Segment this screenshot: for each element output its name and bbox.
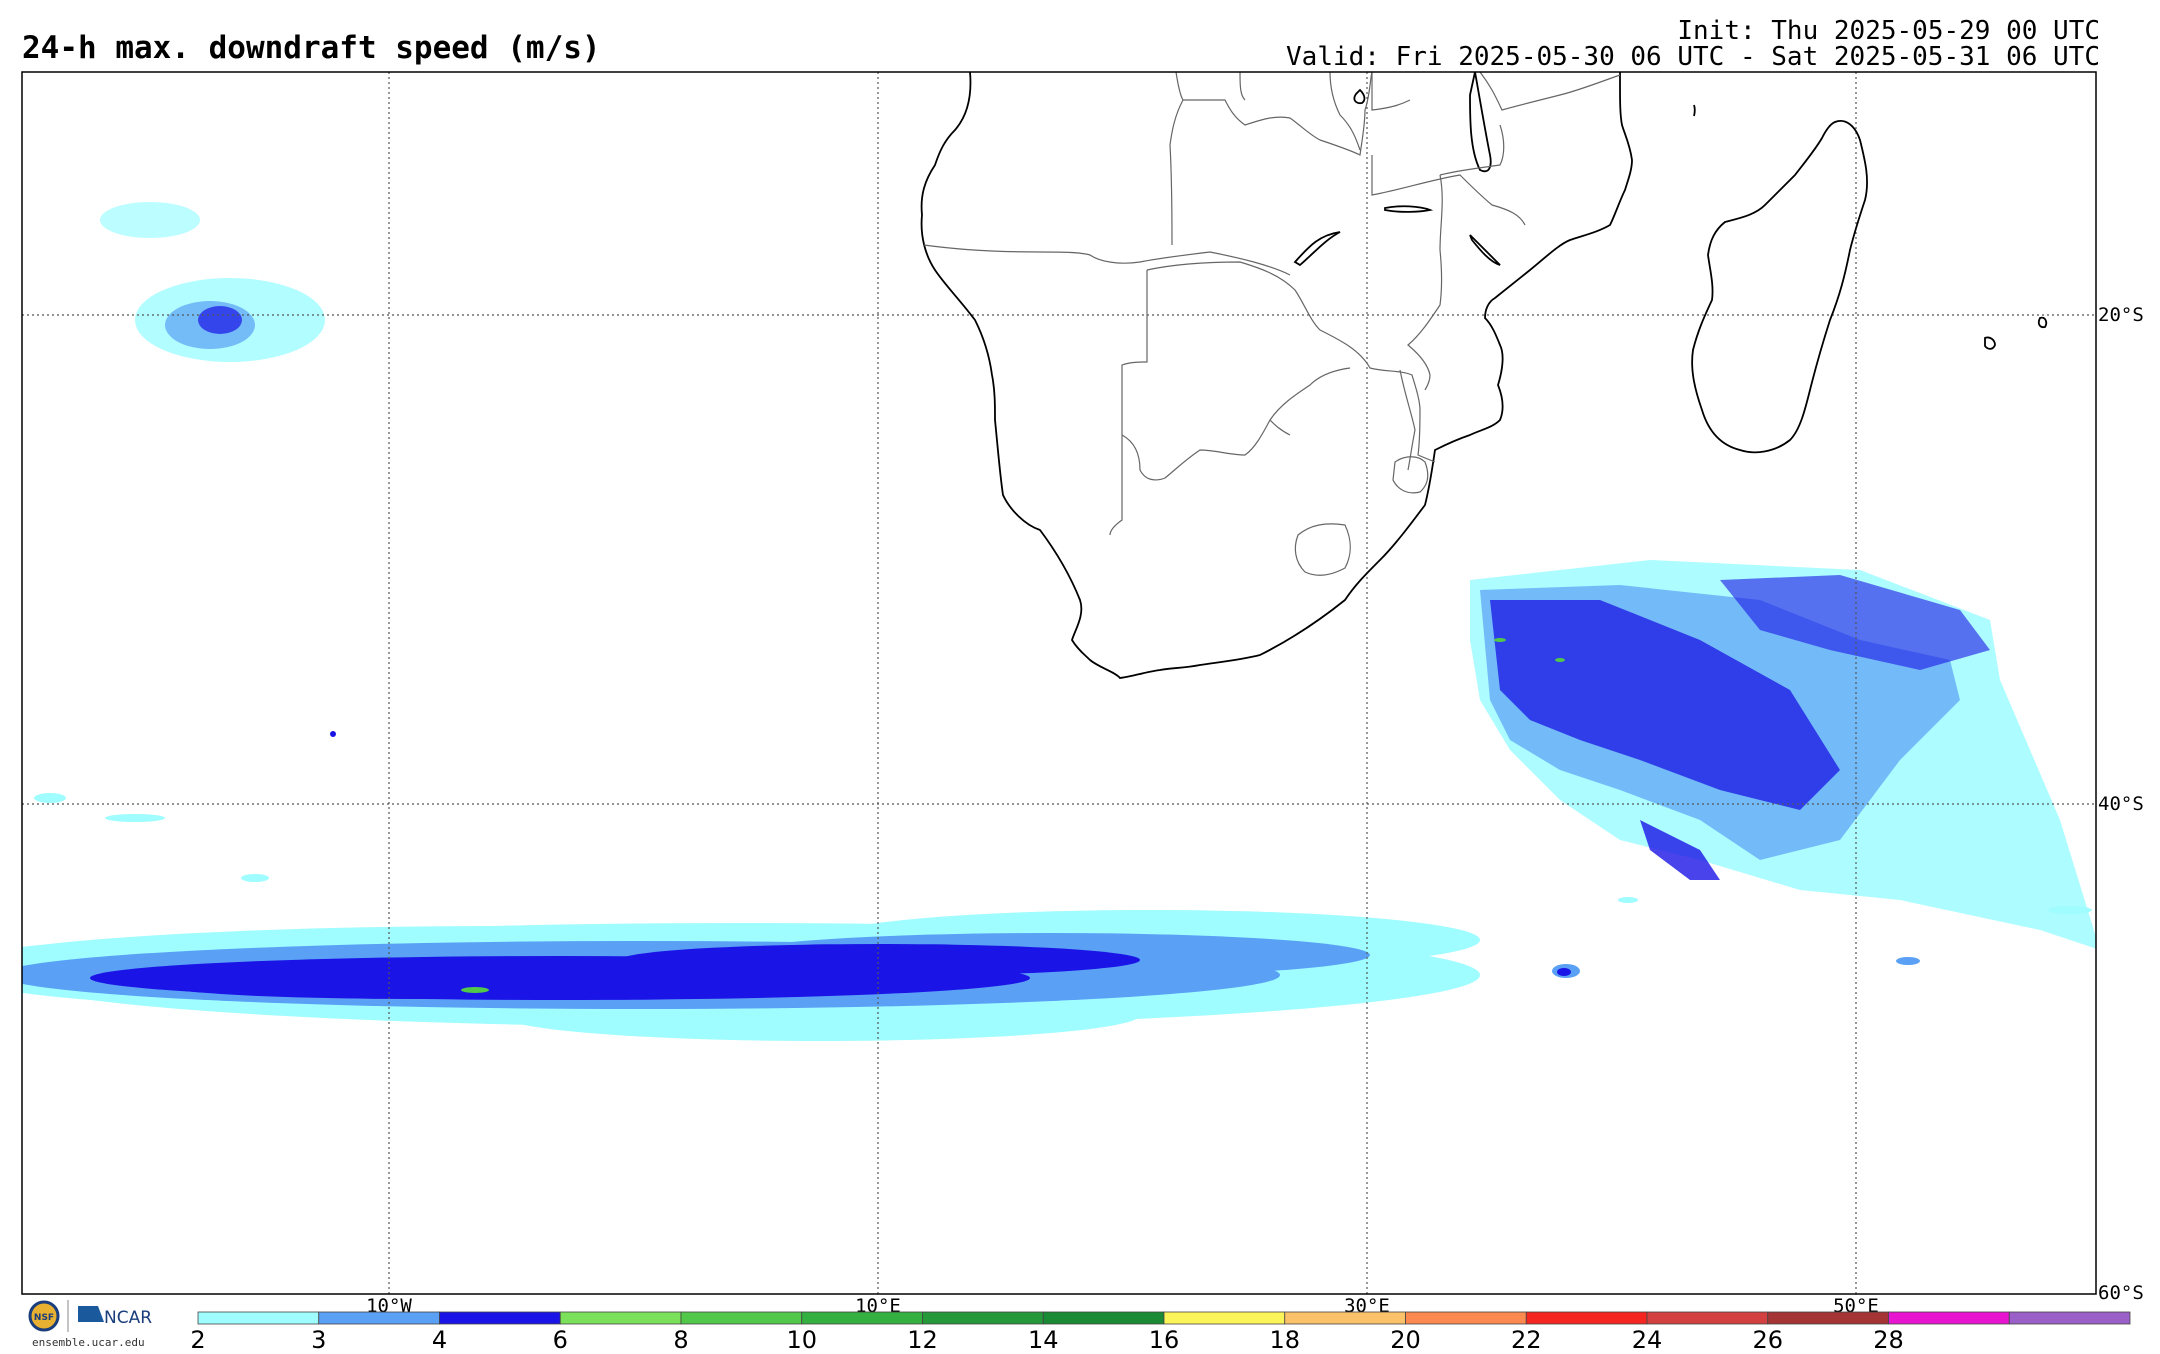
colorbar-tick-label: 28: [1873, 1326, 1904, 1354]
colorbar-segment: [1284, 1311, 1406, 1325]
lon-label-10e: 10°E: [855, 1295, 901, 1317]
eswatini: [1392, 456, 1429, 494]
map-title: 24-h max. downdraft speed (m/s): [22, 30, 601, 66]
colorbar-tick-label: 18: [1269, 1326, 1300, 1354]
init-time: Init: Thu 2025-05-29 00 UTC: [1677, 16, 2100, 46]
colorbar-tick-label: 26: [1752, 1326, 1783, 1354]
country-borders: [923, 72, 1621, 576]
colorbar-segment: [559, 1311, 682, 1325]
colorbar-tick-label: 12: [907, 1326, 938, 1354]
colorbar-tick-label: 4: [432, 1326, 447, 1354]
lat-labels: 20°S 40°S 60°S: [2098, 304, 2144, 1304]
valid-time-range: Valid: Fri 2025-05-30 06 UTC - Sat 2025-…: [1286, 42, 2100, 72]
map-frame: [21, 71, 2097, 1295]
colorbar-segment: [1767, 1311, 1889, 1325]
coastlines: [920, 72, 2048, 679]
lon-labels: 10°W 10°E 30°E 50°E: [366, 1295, 1879, 1317]
colorbar-segment: [197, 1311, 320, 1325]
lat-label-40s: 40°S: [2098, 793, 2144, 815]
southeast-cluster: [1470, 560, 2096, 949]
colorbar-segment: [439, 1311, 561, 1325]
northwest-cluster: [100, 202, 325, 362]
colorbar-tick-label: 2: [190, 1326, 205, 1354]
lon-label-10w: 10°W: [366, 1295, 412, 1317]
lat-label-60s: 60°S: [2098, 1282, 2144, 1304]
lesotho: [1294, 523, 1351, 576]
colorbar-tick-label: 8: [673, 1326, 688, 1354]
ncar-text: NCAR: [104, 1308, 152, 1328]
colorbar-segment: [801, 1311, 923, 1325]
downdraft-field: [22, 202, 2096, 1041]
colorbar: 2 3 4 6 8 10 12 14 16 18 20 22 24 26 28: [190, 1311, 2131, 1354]
colorbar-segment: [1646, 1311, 1769, 1325]
colorbar-segment: [1042, 1311, 1165, 1325]
africa-coast: [920, 72, 1633, 679]
madagascar: [1691, 120, 1868, 454]
ncar-logo-icon: [78, 1306, 104, 1322]
colorbar-tick-label: 3: [311, 1326, 326, 1354]
lat-label-20s: 20°S: [2098, 304, 2144, 326]
colorbar-segment: [922, 1311, 1044, 1325]
colorbar-segment: [1525, 1311, 1648, 1325]
colorbar-tick-label: 24: [1632, 1326, 1663, 1354]
colorbar-segment: [2008, 1311, 2131, 1325]
colorbar-segment: [318, 1311, 440, 1325]
logo-url: ensemble.ucar.edu: [32, 1336, 145, 1349]
colorbar-tick-label: 16: [1149, 1326, 1180, 1354]
lon-label-30e: 30°E: [1344, 1295, 1390, 1317]
nsf-text: NSF: [34, 1313, 54, 1323]
lon-label-50e: 50°E: [1833, 1295, 1879, 1317]
colorbar-segment: [1888, 1311, 2010, 1325]
colorbar-tick-label: 10: [786, 1326, 817, 1354]
colorbar-segment: [1163, 1311, 1286, 1325]
colorbar-segment: [680, 1311, 803, 1325]
logo: NSF NCAR ensemble.ucar.edu: [28, 1300, 152, 1349]
graticule: [22, 72, 2096, 1294]
colorbar-tick-label: 14: [1028, 1326, 1059, 1354]
nsf-logo-icon: [28, 1300, 60, 1332]
colorbar-tick-label: 22: [1511, 1326, 1542, 1354]
colorbar-segment: [1405, 1311, 1527, 1325]
colorbar-tick-label: 20: [1390, 1326, 1421, 1354]
colorbar-tick-label: 6: [553, 1326, 568, 1354]
